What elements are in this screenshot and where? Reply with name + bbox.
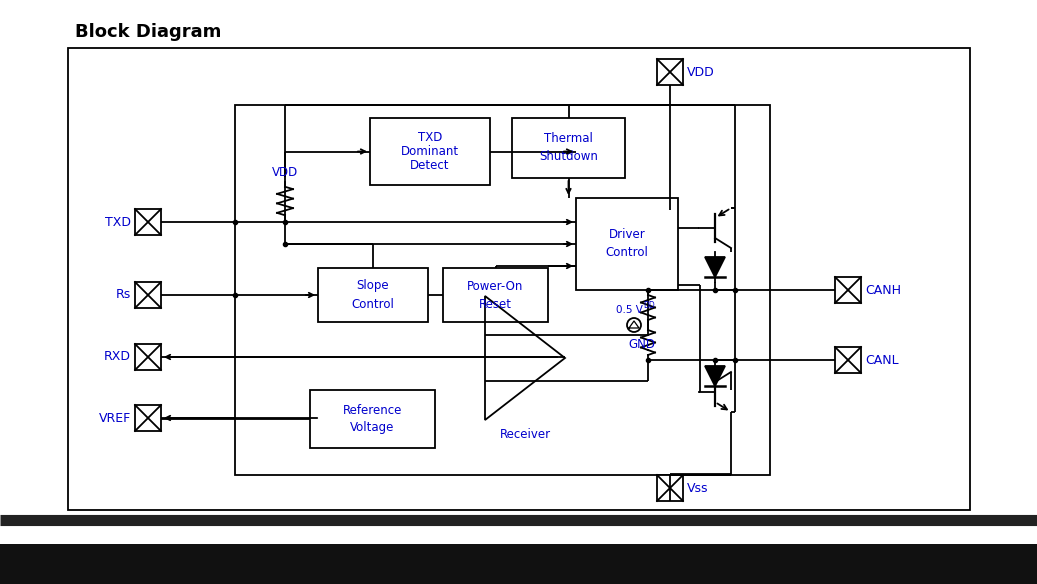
Bar (135, 344, 161, 370)
Text: CANH: CANH (865, 283, 901, 297)
Text: Power-On: Power-On (468, 280, 524, 293)
Text: Rs: Rs (116, 288, 131, 301)
Text: TXD: TXD (105, 215, 131, 228)
Text: VDD: VDD (686, 65, 714, 78)
Text: Block Diagram: Block Diagram (75, 23, 221, 41)
Bar (512, 118, 625, 178)
Text: Reference: Reference (343, 404, 402, 416)
Bar (835, 347, 861, 373)
Bar (310, 390, 435, 448)
Text: © 2001-2016 Microchip Technology Inc.: © 2001-2016 Microchip Technology Inc. (10, 570, 231, 580)
Bar (68, 48, 970, 510)
Bar (235, 105, 770, 475)
Text: Control: Control (606, 246, 648, 259)
Text: GND: GND (628, 339, 655, 352)
Text: Voltage: Voltage (351, 422, 395, 434)
Text: CANL: CANL (865, 353, 899, 367)
Bar (657, 59, 683, 85)
Text: VDD: VDD (272, 165, 298, 179)
Bar (576, 198, 678, 290)
Text: Vss: Vss (686, 481, 708, 495)
Bar (135, 209, 161, 235)
Text: Shutdown: Shutdown (539, 151, 598, 164)
Text: Slope: Slope (357, 280, 389, 293)
Text: DS20001667G-page 1: DS20001667G-page 1 (904, 570, 1027, 580)
Bar (835, 277, 861, 303)
Polygon shape (705, 257, 725, 277)
Text: DD: DD (643, 301, 654, 311)
Bar (318, 268, 428, 322)
Polygon shape (705, 366, 725, 386)
Bar (135, 405, 161, 431)
Text: Driver: Driver (609, 228, 645, 242)
Text: TXD: TXD (418, 131, 442, 144)
Bar (370, 118, 491, 185)
Text: RXD: RXD (104, 350, 131, 363)
Text: Detect: Detect (411, 159, 450, 172)
Bar (0, 544, 1037, 584)
Bar (443, 268, 548, 322)
Text: Reset: Reset (479, 297, 512, 311)
Text: VREF: VREF (99, 412, 131, 425)
Text: 0.5 V: 0.5 V (616, 305, 643, 315)
Text: Receiver: Receiver (500, 427, 551, 440)
Text: Control: Control (352, 297, 394, 311)
Bar (135, 282, 161, 308)
Bar (657, 475, 683, 501)
Text: Thermal: Thermal (544, 133, 593, 145)
Text: Dominant: Dominant (401, 145, 459, 158)
